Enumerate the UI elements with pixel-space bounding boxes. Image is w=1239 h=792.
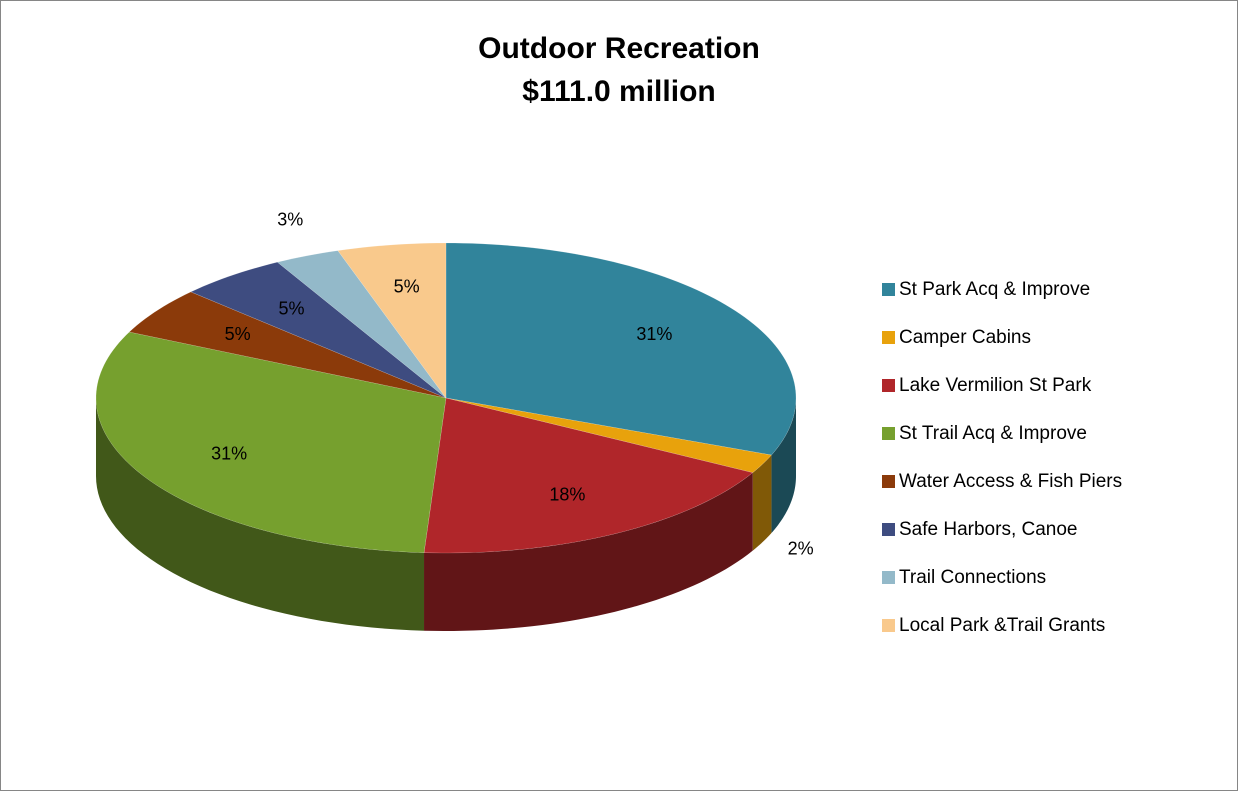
legend-label: St Trail Acq & Improve [899,423,1087,444]
pie-slice [128,291,447,399]
pie-slice [445,242,797,456]
data-label: 31% [636,324,672,344]
legend-label: Water Access & Fish Piers [899,471,1122,492]
pie-slice [190,261,447,399]
legend-swatch [882,619,895,632]
legend-swatch [882,427,895,440]
legend-swatch [882,571,895,584]
pie-slice [276,250,447,399]
data-label: 5% [394,277,420,297]
pie-slice-side [771,398,796,534]
pie-slice-side [96,398,425,631]
data-label: 18% [549,485,585,505]
legend-swatch [882,475,895,488]
legend-swatch [882,379,895,392]
legend-label: Lake Vermilion St Park [899,375,1092,396]
pie-slice-side [424,472,753,631]
chart-subtitle: $111.0 million [522,75,715,108]
data-label: 3% [277,209,303,229]
pie-slice [95,331,447,553]
legend-swatch [882,331,895,344]
legend-label: Local Park &Trail Grants [899,615,1105,636]
chart-title: Outdoor Recreation [478,32,760,65]
data-label: 5% [279,299,305,319]
data-label: 2% [788,539,814,559]
legend-swatch [882,523,895,536]
legend-label: Trail Connections [899,567,1046,588]
pie-slice [445,397,772,473]
legend-label: St Park Acq & Improve [899,279,1090,300]
data-label: 31% [211,444,247,464]
pie-slice-side [752,455,772,551]
data-label: 5% [225,324,251,344]
legend-label: Camper Cabins [899,327,1031,348]
pie-slice [337,242,447,399]
legend-label: Safe Harbors, Canoe [899,519,1078,540]
pie-slice [423,397,754,554]
legend-swatch [882,283,895,296]
